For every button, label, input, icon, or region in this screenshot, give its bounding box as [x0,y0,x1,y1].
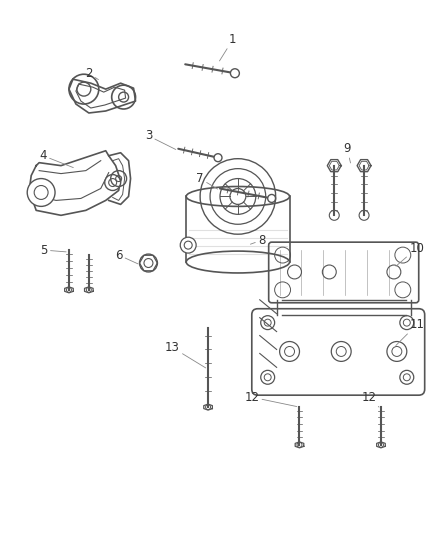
Text: 9: 9 [343,142,351,163]
Circle shape [230,69,240,78]
Circle shape [214,154,222,161]
Text: 8: 8 [251,233,265,247]
Text: 5: 5 [40,244,66,256]
Text: 1: 1 [219,33,237,61]
Text: 4: 4 [39,149,73,167]
Text: 13: 13 [165,341,206,368]
Text: 7: 7 [196,172,218,189]
Circle shape [105,175,120,190]
Circle shape [180,237,196,253]
Circle shape [27,179,55,206]
Text: 10: 10 [396,241,424,266]
Circle shape [268,195,276,203]
Text: 12: 12 [244,391,297,407]
Text: 2: 2 [85,67,99,80]
Text: 12: 12 [361,391,379,407]
Text: 6: 6 [115,248,138,264]
Text: 3: 3 [145,130,176,149]
Text: 11: 11 [396,318,424,345]
